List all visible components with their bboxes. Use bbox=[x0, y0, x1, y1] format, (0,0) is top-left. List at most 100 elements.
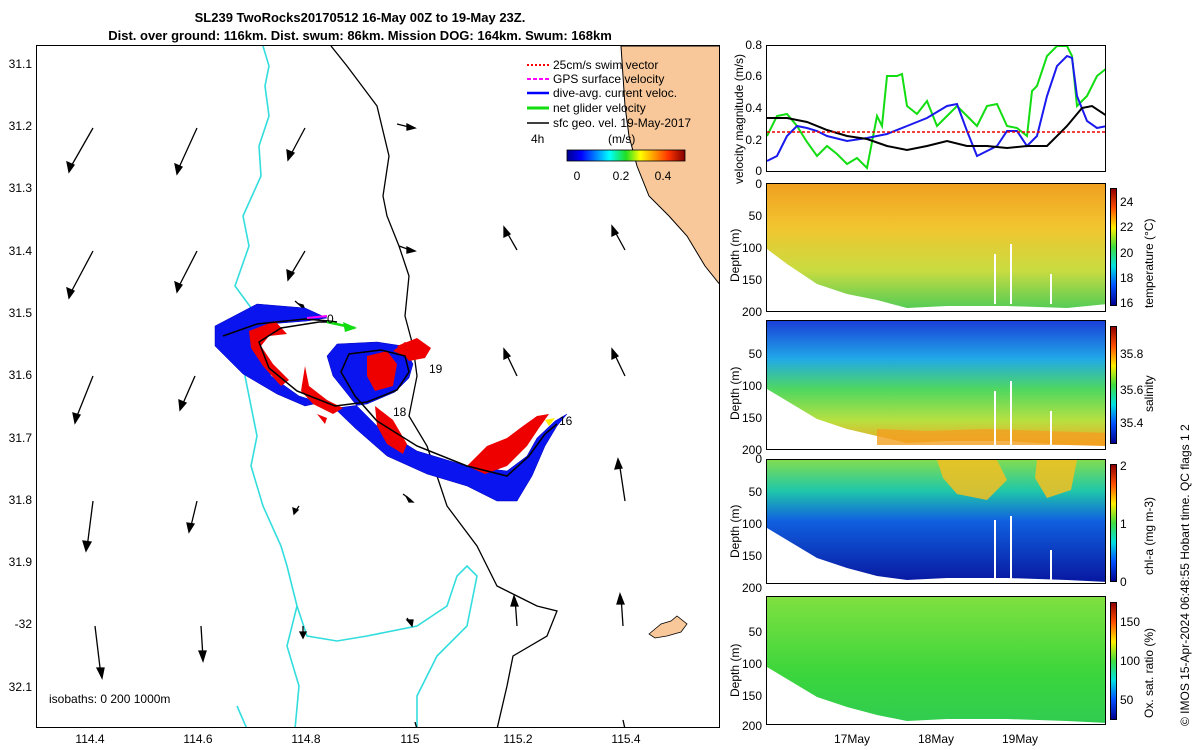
sal-depth-tick: 150 bbox=[741, 411, 762, 425]
map-ytick: 31.5 bbox=[8, 306, 32, 320]
day-label-0: 0 bbox=[327, 312, 334, 326]
map-xtick: 114.4 bbox=[75, 732, 105, 746]
series-net-velocity bbox=[767, 46, 1105, 171]
speed-colorbar bbox=[566, 149, 686, 162]
map-legend: 25cm/s swim vector GPS surface velocity … bbox=[527, 58, 691, 146]
speed-cbar-title: (m/s) bbox=[608, 132, 635, 146]
map-ytick: -32 bbox=[14, 617, 32, 631]
map-ytick: 31.9 bbox=[8, 555, 32, 569]
sal-cbar-label: salinity bbox=[1142, 375, 1156, 412]
speed-cbar-tick-0.4: 0.4 bbox=[655, 169, 672, 183]
ox-ylabel: Depth (m) bbox=[728, 643, 742, 697]
land-area bbox=[620, 46, 719, 285]
scale-label-4h: 4h bbox=[531, 132, 544, 146]
map-ytick: 31.6 bbox=[8, 368, 32, 382]
temp-depth-tick: 200 bbox=[741, 305, 762, 319]
time-xtick: 18May bbox=[917, 732, 955, 746]
sal-cbar-tick: 35.4 bbox=[1120, 416, 1144, 430]
temperature-colorbar bbox=[1110, 188, 1117, 306]
current-arrows bbox=[66, 122, 626, 727]
isobath-1000m-c bbox=[236, 705, 248, 727]
oxygen-colorbar bbox=[1110, 602, 1117, 720]
series-sfc-geo bbox=[767, 104, 1105, 152]
chla-depth-tick: 100 bbox=[741, 517, 762, 531]
sal-depth-tick: 50 bbox=[748, 347, 762, 361]
sal-depth-tick: 200 bbox=[741, 443, 762, 457]
isobath-1000m-b bbox=[286, 605, 300, 727]
legend-dive-avg: dive-avg. current veloc. bbox=[553, 86, 677, 100]
vel-ytick: 0 bbox=[755, 164, 762, 178]
oxygen-panel bbox=[766, 596, 1106, 725]
day-label-16: 16 bbox=[559, 414, 573, 428]
plot-title-line2: Dist. over ground: 116km. Dist. swum: 86… bbox=[108, 28, 612, 43]
time-xtick: 17May bbox=[833, 732, 871, 746]
series-dive-avg bbox=[767, 54, 1105, 162]
map-xtick: 114.8 bbox=[291, 732, 321, 746]
sal-ylabel: Depth (m) bbox=[728, 366, 742, 420]
speed-cbar-tick-0.2: 0.2 bbox=[613, 169, 630, 183]
chla-depth-tick: 0 bbox=[755, 452, 762, 466]
day-label-18: 18 bbox=[393, 405, 407, 419]
island bbox=[648, 615, 688, 639]
velocity-panel bbox=[766, 45, 1106, 172]
vel-ytick: 0.8 bbox=[745, 38, 762, 52]
chla-cbar-tick: 0 bbox=[1120, 575, 1127, 589]
plot-title-line1: SL239 TwoRocks20170512 16-May 00Z to 19-… bbox=[194, 10, 526, 25]
map-ytick: 31.7 bbox=[8, 431, 32, 445]
ox-depth-tick: 100 bbox=[741, 657, 762, 671]
temp-depth-tick: 150 bbox=[741, 273, 762, 287]
track-blue-envelope bbox=[214, 303, 568, 502]
chla-depth-tick: 50 bbox=[748, 485, 762, 499]
map-xtick: 115.4 bbox=[611, 732, 641, 746]
velocity-canvas bbox=[767, 46, 1105, 171]
chla-ylabel: Depth (m) bbox=[728, 504, 742, 558]
track-line bbox=[222, 318, 558, 477]
salinity-colorbar bbox=[1110, 326, 1117, 444]
chla-cbar-label: chl-a (mg m-3) bbox=[1142, 496, 1156, 575]
vel-ytick: 0.4 bbox=[745, 101, 762, 115]
map-xtick: 115 bbox=[400, 732, 420, 746]
sal-cbar-tick: 35.8 bbox=[1120, 347, 1144, 361]
ox-cbar-tick: 100 bbox=[1120, 654, 1141, 668]
temp-depth-tick: 0 bbox=[755, 177, 762, 191]
temperature-panel bbox=[766, 183, 1106, 312]
isobath-note: isobaths: 0 200 1000m bbox=[49, 692, 170, 706]
ox-cbar-tick: 50 bbox=[1120, 693, 1134, 707]
map-ytick: 31.8 bbox=[8, 493, 32, 507]
ox-cbar-tick: 150 bbox=[1120, 615, 1141, 629]
legend-gps-velocity: GPS surface velocity bbox=[553, 72, 664, 86]
temp-depth-tick: 100 bbox=[741, 241, 762, 255]
map-panel: 0 19 18 16 25cm/s swim vector GPS surfac… bbox=[36, 45, 720, 728]
map-canvas: 0 19 18 16 25cm/s swim vector GPS surfac… bbox=[49, 46, 719, 727]
vel-ytick: 0.6 bbox=[745, 69, 762, 83]
chla-depth-tick: 150 bbox=[741, 549, 762, 563]
temp-cbar-label: temperature (°C) bbox=[1142, 218, 1156, 309]
ox-cbar-label: Ox. sat. ratio (%) bbox=[1142, 627, 1156, 718]
map-xtick: 114.6 bbox=[183, 732, 213, 746]
sal-cbar-tick: 35.6 bbox=[1120, 383, 1144, 397]
temp-depth-tick: 50 bbox=[748, 209, 762, 223]
gps-vector bbox=[306, 315, 328, 319]
salinity-panel bbox=[766, 320, 1106, 450]
legend-swim-vector: 25cm/s swim vector bbox=[553, 58, 658, 72]
chla-cbar-tick: 2 bbox=[1120, 459, 1127, 473]
isobath-200m bbox=[330, 46, 558, 727]
temp-cbar-tick: 22 bbox=[1120, 220, 1134, 234]
vel-ytick: 0.2 bbox=[745, 133, 762, 147]
map-ytick: 32.1 bbox=[8, 680, 32, 694]
legend-net-velocity: net glider velocity bbox=[553, 101, 646, 115]
chla-cbar-tick: 1 bbox=[1120, 517, 1127, 531]
speed-cbar-tick-0: 0 bbox=[574, 169, 581, 183]
day-label-19: 19 bbox=[429, 362, 443, 376]
temp-cbar-tick: 20 bbox=[1120, 246, 1134, 260]
map-ytick: 31.4 bbox=[8, 244, 32, 258]
oxygen-canvas bbox=[767, 597, 1105, 723]
imos-side-note: © IMOS 15-Apr-2024 06:48:55 Hobart time.… bbox=[1178, 424, 1192, 726]
isobath-1000m bbox=[234, 46, 478, 727]
ox-depth-tick: 150 bbox=[741, 689, 762, 703]
temperature-canvas bbox=[767, 184, 1105, 308]
map-ytick: 31.1 bbox=[8, 57, 32, 71]
time-xtick: 19May bbox=[1001, 732, 1039, 746]
chla-colorbar bbox=[1110, 464, 1117, 582]
sal-depth-tick: 100 bbox=[741, 379, 762, 393]
